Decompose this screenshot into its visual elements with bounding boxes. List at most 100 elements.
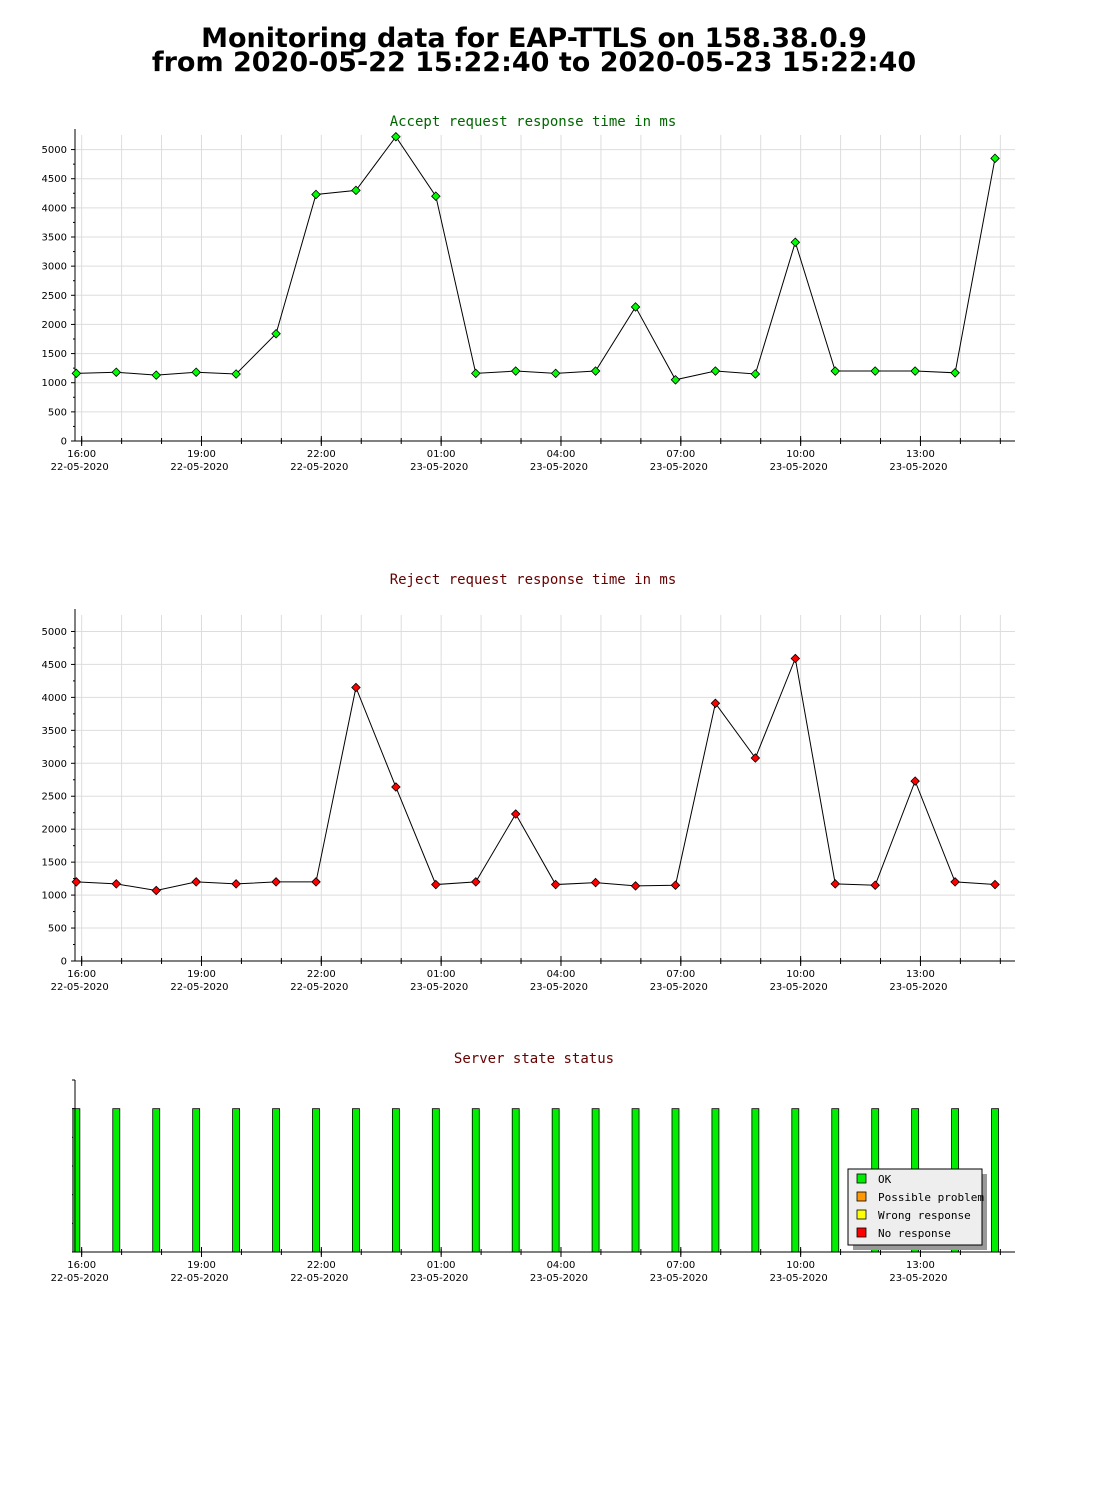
y-tick-label: 4500 [42, 174, 67, 185]
x-tick-label-time: 19:00 [187, 969, 216, 980]
data-point [71, 368, 82, 379]
x-tick-label-time: 16:00 [67, 969, 96, 980]
x-tick-label-time: 07:00 [666, 449, 695, 460]
y-tick-label: 4500 [42, 660, 67, 671]
data-point [550, 368, 561, 379]
accept-response-time-chart: Accept request response time in ms 0 500 10… [42, 114, 1015, 473]
y-tick-label: 1500 [42, 858, 67, 869]
status-bar [791, 1108, 800, 1253]
x-tick-label-date: 23-05-2020 [770, 982, 828, 993]
y-tick-label: 1500 [42, 349, 67, 360]
data-point [910, 776, 920, 786]
status-bar [192, 1108, 201, 1253]
x-tick-label-date: 23-05-2020 [889, 982, 947, 993]
data-point [670, 880, 681, 890]
data-point [271, 328, 281, 339]
legend-swatch [856, 1191, 867, 1202]
data-point [311, 189, 321, 200]
data-point [870, 366, 880, 376]
x-tick-label-date: 22-05-2020 [170, 1273, 228, 1284]
x-tick-label-time: 04:00 [547, 969, 576, 980]
status-bar [471, 1108, 480, 1253]
data-point [950, 877, 960, 887]
status-bar [272, 1108, 280, 1253]
legend-swatch [856, 1173, 867, 1184]
legend-swatch [856, 1227, 867, 1238]
y-tick-label: 2500 [42, 291, 67, 302]
data-point [990, 879, 1000, 890]
x-tick-label-time: 04:00 [547, 1260, 576, 1271]
x-tick-label-time: 22:00 [307, 1260, 336, 1271]
data-point [470, 368, 481, 379]
data-point [710, 366, 721, 376]
x-tick-label-date: 22-05-2020 [51, 982, 109, 993]
x-tick-label-time: 16:00 [67, 449, 96, 460]
x-tick-label-time: 01:00 [427, 969, 456, 980]
status-bar [391, 1108, 400, 1253]
x-tick-label-time: 16:00 [67, 1260, 96, 1271]
status-bar [72, 1108, 81, 1253]
x-tick-label-date: 23-05-2020 [530, 1273, 588, 1284]
y-tick-label: 5000 [42, 145, 67, 156]
x-tick-label-time: 10:00 [786, 1260, 815, 1271]
status-bar [112, 1108, 121, 1253]
x-tick-label-date: 22-05-2020 [170, 982, 228, 993]
x-tick-label-date: 23-05-2020 [530, 462, 588, 473]
page-subtitle: from 2020-05-22 15:22:40 to 2020-05-23 1… [151, 47, 917, 78]
x-tick-label-date: 23-05-2020 [770, 1273, 828, 1284]
x-tick-label-date: 23-05-2020 [650, 1273, 708, 1284]
data-point [431, 191, 441, 201]
legend-box [847, 1168, 983, 1246]
x-tick-label-date: 22-05-2020 [290, 982, 348, 993]
legend-label: Wrong response [878, 1209, 971, 1222]
x-tick-label-date: 22-05-2020 [170, 462, 228, 473]
chart-legend: OK Possible problem Wrong response No respo… [847, 1168, 987, 1250]
data-point [111, 367, 122, 377]
data-point [391, 782, 401, 792]
x-tick-label-time: 07:00 [666, 1260, 695, 1271]
x-tick-label-time: 04:00 [547, 449, 576, 460]
x-tick-label-time: 07:00 [666, 969, 695, 980]
data-point [990, 153, 1000, 164]
y-tick-label: 3500 [42, 233, 67, 244]
y-tick-label: 3000 [42, 262, 67, 273]
x-tick-label-time: 22:00 [307, 449, 336, 460]
data-point [111, 879, 122, 889]
data-point [710, 698, 721, 709]
data-point [870, 880, 880, 890]
status-bar [631, 1108, 640, 1253]
data-point [231, 369, 241, 379]
status-bar [232, 1108, 241, 1253]
y-tick-label: 2000 [42, 320, 67, 331]
data-point [151, 885, 161, 896]
x-tick-label-date: 22-05-2020 [290, 462, 348, 473]
x-tick-label-date: 23-05-2020 [889, 1273, 947, 1284]
data-point [391, 131, 401, 142]
data-point [630, 302, 641, 312]
x-tick-label-date: 23-05-2020 [650, 982, 708, 993]
status-bar [431, 1108, 440, 1253]
legend-label: OK [878, 1173, 892, 1186]
y-tick-label: 500 [48, 407, 67, 418]
x-tick-label-date: 23-05-2020 [410, 1273, 468, 1284]
status-bar [831, 1108, 840, 1253]
status-bar [751, 1108, 760, 1253]
x-tick-label-date: 22-05-2020 [51, 462, 109, 473]
y-tick-label: 1000 [42, 378, 67, 389]
data-point [830, 879, 841, 889]
legend-label: No response [878, 1227, 951, 1240]
page-title: Monitoring data for EAP-TTLS on 158.38.0… [201, 23, 867, 54]
x-tick-label-date: 23-05-2020 [770, 462, 828, 473]
status-bar [312, 1108, 320, 1253]
status-bar [352, 1108, 360, 1253]
y-tick-label: 3000 [42, 759, 67, 770]
chart-title: Accept request response time in ms [390, 114, 677, 130]
status-bar [991, 1108, 999, 1253]
x-tick-label-date: 23-05-2020 [650, 462, 708, 473]
reject-response-time-chart: Reject request response time in ms 0 500 10… [42, 572, 1015, 993]
series-line [76, 656, 996, 891]
data-point [790, 653, 801, 664]
data-point [510, 809, 521, 819]
data-point [590, 366, 601, 376]
y-tick-label: 500 [48, 924, 67, 935]
